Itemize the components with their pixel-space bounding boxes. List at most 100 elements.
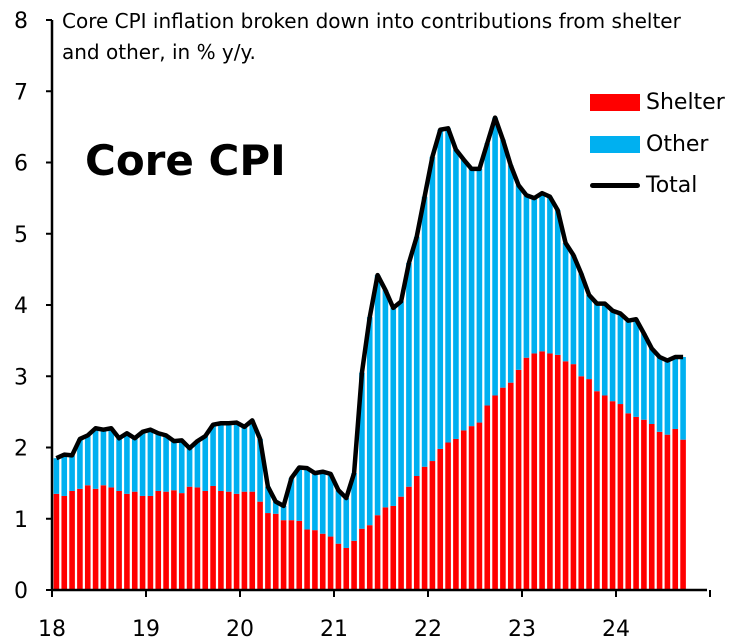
bar-other xyxy=(77,438,83,489)
bar-shelter xyxy=(163,491,169,590)
bar-other xyxy=(656,357,663,432)
x-tick-label: 21 xyxy=(320,617,348,641)
bar-shelter xyxy=(171,490,177,590)
legend-other: Other xyxy=(590,132,708,157)
bar-shelter xyxy=(155,490,162,590)
bar-other xyxy=(578,273,585,377)
bar-shelter xyxy=(312,530,318,590)
bar-other xyxy=(633,319,639,417)
y-tick-label: 1 xyxy=(14,508,28,533)
bar-shelter xyxy=(351,540,357,590)
bar-shelter xyxy=(147,495,154,590)
legend-shelter: Shelter xyxy=(590,90,725,115)
bar-other xyxy=(69,455,75,491)
bar-other xyxy=(672,357,679,429)
bar-other xyxy=(421,196,428,467)
bar-shelter xyxy=(100,485,107,590)
bar-shelter xyxy=(539,351,545,590)
chart-annotation: Core CPI xyxy=(85,136,286,185)
bar-shelter xyxy=(453,438,459,590)
bar-shelter xyxy=(680,439,686,590)
bar-other xyxy=(225,423,232,492)
y-tick-label: 5 xyxy=(14,223,28,248)
bar-shelter xyxy=(594,391,600,590)
bar-other xyxy=(648,348,655,424)
bar-shelter xyxy=(186,486,193,590)
bar-shelter xyxy=(445,442,451,590)
bar-shelter xyxy=(218,490,224,590)
bar-other xyxy=(554,210,561,355)
legend-label-total: Total xyxy=(646,173,698,198)
bar-other xyxy=(429,156,436,462)
bar-shelter xyxy=(225,491,232,590)
bar-shelter xyxy=(586,379,592,590)
bar-other xyxy=(374,275,381,516)
bar-other xyxy=(304,468,310,530)
bar-other xyxy=(664,360,671,435)
bar-shelter xyxy=(523,357,530,590)
bar-shelter xyxy=(421,466,428,590)
bar-other xyxy=(257,438,263,502)
y-tick-label: 6 xyxy=(14,152,28,177)
bar-other xyxy=(124,433,130,494)
bar-shelter xyxy=(617,404,624,590)
bar-shelter xyxy=(406,486,412,590)
bar-shelter xyxy=(500,387,506,590)
bar-shelter xyxy=(210,485,216,590)
bar-other xyxy=(92,428,99,489)
bar-other xyxy=(476,168,483,423)
bar-shelter xyxy=(178,493,185,590)
bar-other xyxy=(539,193,545,352)
bar-other xyxy=(155,433,162,491)
bar-shelter xyxy=(194,487,201,590)
bar-other xyxy=(547,196,553,354)
line-total xyxy=(55,115,684,509)
bar-shelter xyxy=(398,496,404,590)
legend-swatch-shelter xyxy=(590,94,640,111)
bar-other xyxy=(131,438,138,492)
bar-other xyxy=(296,467,303,521)
bar-other xyxy=(351,473,357,541)
bar-shelter xyxy=(319,533,326,590)
bar-other xyxy=(570,255,577,365)
bar-shelter xyxy=(61,495,68,590)
y-tick-label: 7 xyxy=(14,80,28,105)
bar-other xyxy=(586,295,592,380)
bar-shelter xyxy=(429,461,436,590)
bar-shelter xyxy=(437,448,444,590)
bar-other xyxy=(398,301,404,497)
bar-other xyxy=(492,117,498,396)
bar-shelter xyxy=(460,430,467,590)
x-tick-label: 19 xyxy=(132,617,160,641)
bar-shelter xyxy=(53,493,60,590)
bar-other xyxy=(594,303,600,392)
y-tick-label: 0 xyxy=(14,579,28,604)
bar-shelter xyxy=(515,369,522,590)
bar-shelter xyxy=(633,416,639,590)
bar-other xyxy=(617,313,624,405)
bar-shelter xyxy=(84,485,91,590)
bar-other xyxy=(265,486,271,514)
bar-shelter xyxy=(280,520,287,590)
bar-other xyxy=(406,262,412,487)
bar-shelter xyxy=(116,490,122,590)
bar-other xyxy=(210,424,216,486)
bar-other xyxy=(335,490,342,544)
bar-other xyxy=(139,431,146,496)
bar-shelter xyxy=(476,422,483,590)
y-tick-label: 4 xyxy=(14,294,28,319)
bar-other xyxy=(366,317,373,526)
bar-other xyxy=(272,501,279,514)
bar-shelter xyxy=(233,493,240,590)
bar-other xyxy=(202,436,209,491)
bar-other xyxy=(194,441,201,488)
bar-other xyxy=(382,290,389,508)
bar-shelter xyxy=(374,515,381,590)
bar-shelter xyxy=(672,428,679,590)
bar-shelter xyxy=(413,476,420,590)
bar-other xyxy=(288,478,295,521)
bar-other xyxy=(249,420,256,492)
bar-other xyxy=(531,198,538,354)
bar-other xyxy=(413,236,420,476)
bar-shelter xyxy=(390,505,397,590)
